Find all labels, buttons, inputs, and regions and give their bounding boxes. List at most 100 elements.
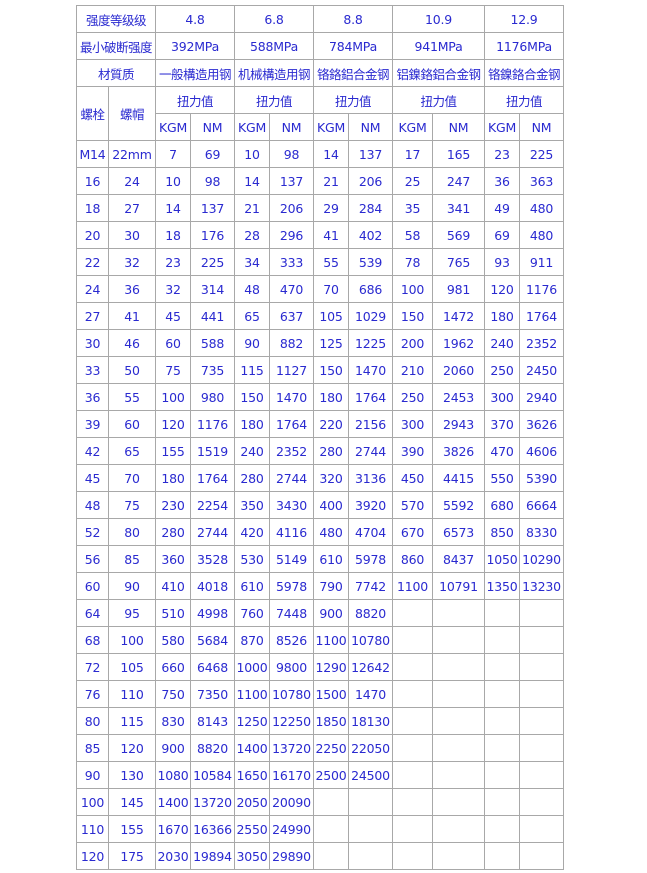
kgm-value: 75	[155, 356, 192, 384]
nm-value: 1470	[348, 680, 394, 708]
nm-value: 20090	[269, 788, 315, 816]
kgm-value: 230	[155, 491, 192, 519]
nm-value: 5978	[348, 545, 394, 573]
nm-value	[432, 653, 486, 681]
kgm-value: 370	[484, 410, 521, 438]
nut-size: 46	[107, 329, 157, 357]
kgm-value: 115	[234, 356, 271, 384]
nm-value: 1764	[269, 410, 315, 438]
kgm-value: 7	[155, 140, 192, 168]
kgm-value: 580	[155, 626, 192, 654]
kgm-value: 850	[484, 518, 521, 546]
nm-value	[432, 842, 486, 870]
nm-value: 13720	[269, 734, 315, 762]
kgm-value: 1000	[234, 653, 271, 681]
kgm-value: 1500	[313, 680, 350, 708]
nm-value: 5390	[519, 464, 565, 492]
nut-size: 41	[107, 302, 157, 330]
nut-size: 145	[107, 788, 157, 816]
nm-value: 2453	[432, 383, 486, 411]
table-row: 24 36 32 314 48 470 70 686 100 981 120 1176	[76, 275, 565, 303]
unit-kgm: KGM	[313, 113, 350, 141]
kgm-value: 10	[234, 140, 271, 168]
kgm-value	[392, 761, 434, 789]
kgm-value	[392, 680, 434, 708]
bolt-header: 螺栓	[76, 86, 109, 141]
unit-nm: NM	[348, 113, 394, 141]
material-cell: 一般構造用钢	[155, 59, 236, 87]
kgm-value: 105	[313, 302, 350, 330]
kgm-value: 530	[234, 545, 271, 573]
nm-value: 7742	[348, 572, 394, 600]
nm-value: 18130	[348, 707, 394, 735]
kgm-value	[392, 707, 434, 735]
bolt-size: 36	[76, 383, 109, 411]
nm-value	[432, 815, 486, 843]
nm-value: 4415	[432, 464, 486, 492]
nm-value: 4018	[190, 572, 236, 600]
kgm-value	[392, 626, 434, 654]
nm-value: 4606	[519, 437, 565, 465]
table-row: 42 65 155 1519 240 2352 280 2744 390 3826 470 4606	[76, 437, 565, 465]
bolt-size: 18	[76, 194, 109, 222]
grade-cell: 6.8	[234, 5, 315, 33]
kgm-value: 280	[313, 437, 350, 465]
nm-value	[432, 734, 486, 762]
bolt-size: 33	[76, 356, 109, 384]
bolt-size: 120	[76, 842, 109, 870]
nm-value: 1764	[190, 464, 236, 492]
kgm-value	[484, 653, 521, 681]
kgm-value: 180	[155, 464, 192, 492]
table-row: 60 90 410 4018 610 5978 790 7742 1100 10791 1350 13…	[76, 572, 565, 600]
nut-size: 55	[107, 383, 157, 411]
kgm-value: 120	[155, 410, 192, 438]
nm-value: 98	[269, 140, 315, 168]
nm-value: 6573	[432, 518, 486, 546]
nut-size: 36	[107, 275, 157, 303]
kgm-value: 280	[155, 518, 192, 546]
nut-size: 30	[107, 221, 157, 249]
nm-value: 19894	[190, 842, 236, 870]
kgm-value: 100	[155, 383, 192, 411]
kgm-value: 14	[234, 167, 271, 195]
nm-value: 2156	[348, 410, 394, 438]
kgm-value: 1350	[484, 572, 521, 600]
kgm-value: 250	[484, 356, 521, 384]
nm-value: 1176	[190, 410, 236, 438]
kgm-value: 1100	[392, 572, 434, 600]
nm-value: 882	[269, 329, 315, 357]
kgm-value	[484, 815, 521, 843]
kgm-value: 240	[234, 437, 271, 465]
kgm-value	[392, 788, 434, 816]
nut-size: 65	[107, 437, 157, 465]
kgm-value: 45	[155, 302, 192, 330]
kgm-value: 480	[313, 518, 350, 546]
nm-value: 2940	[519, 383, 565, 411]
kgm-value: 14	[155, 194, 192, 222]
nm-value: 1470	[348, 356, 394, 384]
kgm-value: 240	[484, 329, 521, 357]
nm-value: 5149	[269, 545, 315, 573]
table-row: 120 175 2030 19894 3050 29890	[76, 842, 565, 870]
nm-value: 1176	[519, 275, 565, 303]
kgm-value: 790	[313, 572, 350, 600]
nut-size: 130	[107, 761, 157, 789]
grade-row: 强度等级级 4.8 6.8 8.8 10.9 12.9	[75, 5, 565, 33]
kgm-value: 150	[313, 356, 350, 384]
kgm-value: 21	[313, 167, 350, 195]
bolt-size: 27	[76, 302, 109, 330]
nm-value: 2060	[432, 356, 486, 384]
torque-header: 扭力值	[392, 86, 486, 114]
nm-value: 137	[348, 140, 394, 168]
kgm-value: 100	[392, 275, 434, 303]
bolt-size: 42	[76, 437, 109, 465]
kgm-value: 610	[234, 572, 271, 600]
kgm-value: 680	[484, 491, 521, 519]
kgm-value: 870	[234, 626, 271, 654]
nm-value: 3528	[190, 545, 236, 573]
table-row: 30 46 60 588 90 882 125 1225 200 1962 240 2352	[76, 329, 565, 357]
nm-value: 10791	[432, 572, 486, 600]
table-row: 27 41 45 441 65 637 105 1029 150 1472 180 1764	[76, 302, 565, 330]
nm-value: 1127	[269, 356, 315, 384]
kgm-value	[313, 815, 350, 843]
